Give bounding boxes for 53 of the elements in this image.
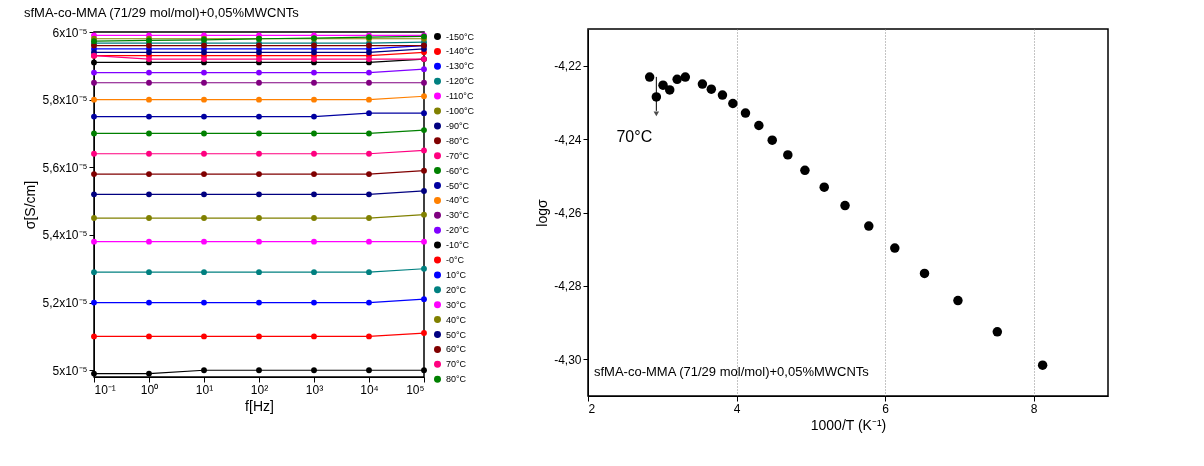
x-axis-title: f[Hz] xyxy=(245,397,274,414)
legend-label: -70°C xyxy=(446,150,470,161)
legend-label: -110°C xyxy=(446,91,474,102)
annotation: 70°C xyxy=(616,127,653,145)
legend-label: 80°C xyxy=(446,374,467,385)
legend-label: 50°C xyxy=(446,329,467,340)
y-tick-label: 5,6x10⁻⁵ xyxy=(42,160,88,175)
y-axis-title: σ[S/cm] xyxy=(22,180,39,230)
x-tick-label: 10⁰ xyxy=(140,382,159,397)
x-tick-label: 8 xyxy=(1030,401,1038,416)
y-tick-label: -4,22 xyxy=(554,59,582,74)
y-tick-label: -4,30 xyxy=(554,352,582,367)
y-tick-label: 5,4x10⁻⁵ xyxy=(42,228,88,243)
legend-label: -100°C xyxy=(446,106,475,116)
annotation: sfMA-co-MMA (71/29 mol/mol)+0,05%MWCNTs xyxy=(594,364,870,379)
legend-label: -130°C xyxy=(446,61,475,72)
x-tick-label: 10⁴ xyxy=(360,382,379,397)
legend-label: -20°C xyxy=(446,225,470,236)
x-tick-label: 10³ xyxy=(305,382,324,397)
legend-label: -30°C xyxy=(446,210,470,221)
y-tick-label: 6x10⁻⁵ xyxy=(52,25,88,40)
legend-label: -0°C xyxy=(446,255,465,265)
chart-title: sfMA-co-MMA (71/29 mol/mol)+0,05%MWCNTs xyxy=(24,5,300,20)
legend-label: -40°C xyxy=(446,195,470,206)
x-tick-label: 10¹ xyxy=(195,382,214,397)
legend-label: -60°C xyxy=(446,165,470,176)
legend-label: 20°C xyxy=(446,284,467,295)
x-tick-label: 4 xyxy=(733,401,741,416)
y-tick-label: -4,28 xyxy=(554,279,582,294)
legend-label: -90°C xyxy=(446,120,470,131)
legend-label: -50°C xyxy=(446,180,470,191)
legend-label: -10°C xyxy=(446,240,470,251)
y-tick-label: -4,26 xyxy=(554,206,582,220)
legend-label: -140°C xyxy=(446,46,475,57)
y-tick-label: 5,2x10⁻⁵ xyxy=(42,296,88,311)
x-axis-title: 1000/T (K⁻¹) xyxy=(810,416,887,433)
y-axis-title: logσ xyxy=(534,198,551,227)
y-tick-label: 5x10⁻⁵ xyxy=(52,363,88,378)
y-tick-label: 5,8x10⁻⁵ xyxy=(42,93,88,108)
legend-label: 60°C xyxy=(446,344,467,355)
y-tick-label: -4,24 xyxy=(554,132,582,147)
x-tick-label: 2 xyxy=(588,401,596,416)
x-tick-label: 10⁻¹ xyxy=(94,382,116,397)
legend-label: 10°C xyxy=(446,269,467,280)
x-tick-label: 10⁵ xyxy=(406,382,425,397)
x-tick-label: 6 xyxy=(882,401,890,416)
legend-label: -150°C xyxy=(446,31,475,42)
x-tick-label: 10² xyxy=(250,382,269,397)
legend-label: -120°C xyxy=(446,76,475,87)
legend-label: -80°C xyxy=(446,135,470,146)
legend-label: 70°C xyxy=(446,359,467,370)
legend-label: 40°C xyxy=(446,314,467,325)
legend-label: 30°C xyxy=(446,299,467,310)
